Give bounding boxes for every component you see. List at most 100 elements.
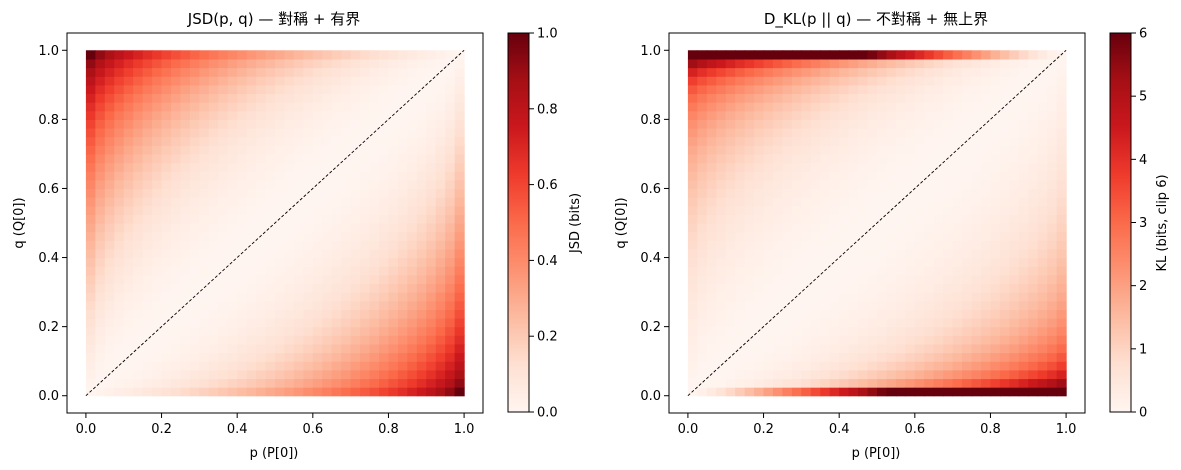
heatmap-cell: [971, 257, 982, 267]
heatmap-cell: [322, 378, 333, 388]
heatmap-cell: [341, 335, 352, 345]
heatmap-cell: [820, 145, 831, 155]
heatmap-cell: [820, 188, 831, 198]
heatmap-cell: [199, 179, 210, 190]
heatmap-cell: [189, 153, 200, 164]
heatmap-cell: [341, 110, 352, 120]
heatmap-cell: [123, 223, 134, 233]
heatmap-cell: [114, 205, 125, 215]
heatmap-cell: [1009, 292, 1020, 302]
heatmap-cell: [697, 102, 708, 112]
heatmap-cell: [161, 274, 172, 285]
heatmap-cell: [829, 369, 840, 380]
heatmap-cell: [886, 119, 897, 129]
heatmap-cell: [905, 145, 916, 155]
heatmap-cell: [895, 292, 906, 302]
heatmap-cell: [952, 369, 963, 380]
heatmap-cell: [867, 318, 878, 328]
heatmap-cell: [284, 283, 295, 293]
heatmap-cell: [189, 274, 200, 285]
heatmap-cell: [180, 257, 191, 267]
heatmap-cell: [199, 387, 210, 397]
heatmap-cell: [180, 205, 191, 215]
heatmap-cell: [435, 283, 446, 293]
heatmap-cell: [943, 352, 954, 362]
heatmap-cell: [161, 309, 172, 319]
heatmap-cell: [341, 93, 352, 103]
heatmap-cell: [829, 197, 840, 207]
heatmap-cell: [886, 197, 897, 207]
heatmap-cell: [990, 318, 1001, 328]
heatmap-cell: [1009, 205, 1020, 215]
heatmap-cell: [791, 171, 802, 181]
heatmap-cell: [697, 378, 708, 388]
heatmap-cell: [971, 378, 982, 388]
heatmap-cell: [407, 378, 418, 388]
heatmap-cell: [943, 188, 954, 198]
heatmap-cell: [905, 318, 916, 328]
heatmap-cell: [895, 231, 906, 241]
heatmap-cell: [858, 205, 869, 215]
heatmap-cell: [416, 145, 427, 155]
heatmap-cell: [754, 93, 765, 103]
heatmap-cell: [435, 309, 446, 319]
heatmap-cell: [180, 162, 191, 172]
heatmap-cell: [971, 197, 982, 207]
heatmap-cell: [725, 136, 736, 146]
heatmap-cell: [256, 369, 267, 380]
heatmap-cell: [867, 50, 878, 60]
heatmap-cell: [782, 343, 793, 354]
heatmap-cell: [858, 240, 869, 250]
heatmap-cell: [303, 93, 314, 103]
plot-frame: [66, 32, 484, 414]
heatmap-cell: [725, 309, 736, 319]
heatmap-cell: [360, 223, 371, 233]
heatmap-cell: [208, 335, 219, 345]
heatmap-cell: [407, 76, 418, 86]
heatmap-cell: [801, 326, 812, 336]
heatmap-cell: [445, 179, 456, 190]
heatmap-cell: [933, 326, 944, 336]
heatmap-cell: [142, 58, 153, 69]
heatmap-cell: [416, 179, 427, 190]
heatmap-cell: [867, 179, 878, 190]
heatmap-cell: [895, 240, 906, 250]
heatmap-cell: [114, 50, 125, 60]
heatmap-cell: [971, 274, 982, 285]
heatmap-cell: [284, 361, 295, 371]
heatmap-cell: [95, 179, 106, 190]
heatmap-cell: [848, 76, 859, 86]
heatmap-cell: [782, 248, 793, 259]
heatmap-cell: [350, 50, 361, 60]
heatmap-cell: [1009, 171, 1020, 181]
heatmap-cell: [416, 84, 427, 95]
heatmap-cell: [350, 300, 361, 310]
heatmap-cell: [95, 309, 106, 319]
heatmap-cell: [199, 231, 210, 241]
heatmap-cell: [754, 171, 765, 181]
heatmap-cell: [435, 171, 446, 181]
heatmap-cell: [341, 223, 352, 233]
heatmap-cell: [161, 257, 172, 267]
heatmap-cell: [933, 153, 944, 164]
heatmap-cell: [943, 223, 954, 233]
heatmap-cell: [725, 188, 736, 198]
heatmap-cell: [735, 292, 746, 302]
heatmap-cell: [981, 292, 992, 302]
heatmap-cell: [962, 309, 973, 319]
heatmap-cell: [303, 266, 314, 276]
heatmap-cell: [829, 326, 840, 336]
heatmap-cell: [943, 231, 954, 241]
heatmap-cell: [848, 352, 859, 362]
heatmap-cell: [943, 292, 954, 302]
heatmap-cell: [312, 318, 323, 328]
heatmap-cell: [199, 162, 210, 172]
heatmap-cell: [454, 378, 465, 388]
heatmap-cell: [133, 300, 144, 310]
heatmap-cell: [933, 343, 944, 354]
heatmap-cell: [322, 128, 333, 138]
heatmap-cell: [858, 326, 869, 336]
heatmap-cell: [256, 171, 267, 181]
heatmap-cell: [706, 76, 717, 86]
heatmap-cell: [104, 231, 115, 241]
